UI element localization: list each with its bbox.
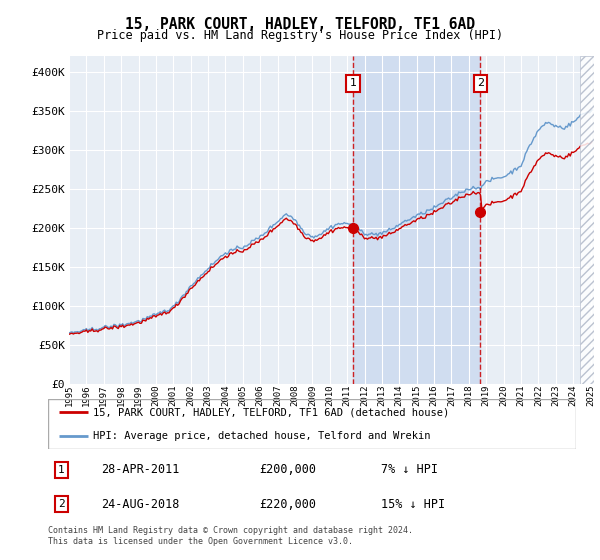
Text: 1: 1 bbox=[58, 465, 65, 475]
Text: 24-AUG-2018: 24-AUG-2018 bbox=[101, 497, 179, 511]
Bar bbox=[353, 56, 481, 384]
Text: 2: 2 bbox=[477, 78, 484, 88]
Text: Contains HM Land Registry data © Crown copyright and database right 2024.
This d: Contains HM Land Registry data © Crown c… bbox=[48, 526, 413, 546]
Text: 1: 1 bbox=[349, 78, 356, 88]
Text: £200,000: £200,000 bbox=[259, 463, 316, 476]
Text: HPI: Average price, detached house, Telford and Wrekin: HPI: Average price, detached house, Telf… bbox=[93, 431, 430, 441]
Bar bbox=[580, 56, 599, 384]
Text: £220,000: £220,000 bbox=[259, 497, 316, 511]
Text: 7% ↓ HPI: 7% ↓ HPI bbox=[380, 463, 437, 476]
Text: Price paid vs. HM Land Registry's House Price Index (HPI): Price paid vs. HM Land Registry's House … bbox=[97, 29, 503, 42]
Text: 28-APR-2011: 28-APR-2011 bbox=[101, 463, 179, 476]
Text: 15, PARK COURT, HADLEY, TELFORD, TF1 6AD: 15, PARK COURT, HADLEY, TELFORD, TF1 6AD bbox=[125, 17, 475, 32]
Text: 15, PARK COURT, HADLEY, TELFORD, TF1 6AD (detached house): 15, PARK COURT, HADLEY, TELFORD, TF1 6AD… bbox=[93, 407, 449, 417]
Text: 15% ↓ HPI: 15% ↓ HPI bbox=[380, 497, 445, 511]
Text: 2: 2 bbox=[58, 499, 65, 509]
